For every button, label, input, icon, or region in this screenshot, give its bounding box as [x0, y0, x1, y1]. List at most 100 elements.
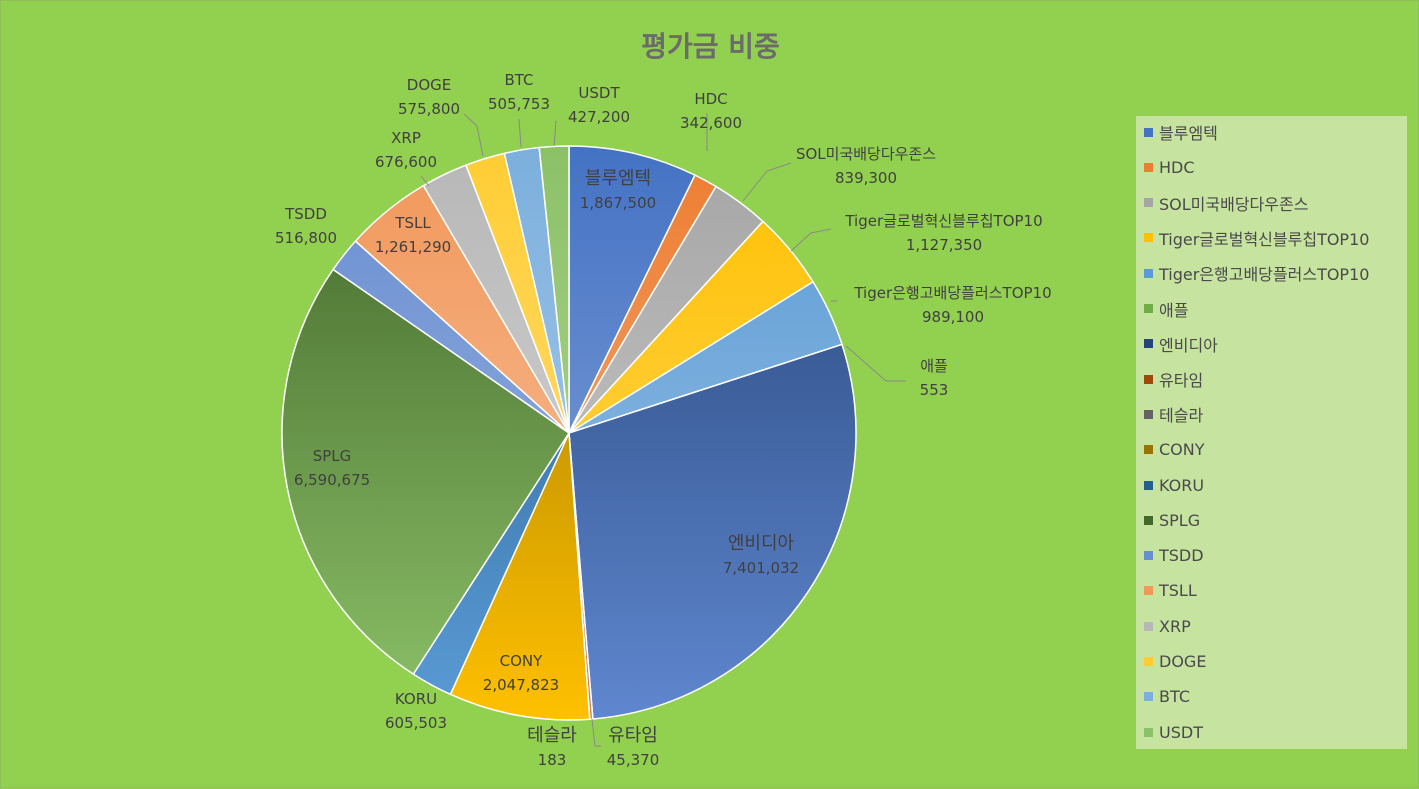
- legend-label: 엔비디아: [1159, 335, 1218, 355]
- slice-label-value: 1,127,350: [906, 236, 982, 254]
- legend-swatch: [1144, 515, 1153, 525]
- leader-line: [553, 120, 557, 147]
- slice-label-value: 427,200: [568, 108, 630, 126]
- legend-label: TSDD: [1159, 546, 1204, 566]
- leader-line: [742, 162, 792, 202]
- slice-label-name: DOGE: [407, 76, 451, 94]
- slice-label-value: 839,300: [835, 169, 897, 187]
- legend-item: KORU: [1144, 473, 1204, 497]
- leader-line: [845, 345, 906, 382]
- legend-item: 애플: [1144, 297, 1188, 321]
- slice-label-name: KORU: [395, 690, 437, 708]
- slice-label-name: 애플: [920, 357, 948, 375]
- leader-line: [790, 228, 832, 252]
- slice-label-name: SOL미국배당다우존스: [796, 145, 936, 163]
- slice-label-value: 1,867,500: [580, 194, 656, 212]
- legend-label: 테슬라: [1159, 406, 1204, 426]
- slice-label-value: 553: [920, 381, 949, 399]
- slice-label-name: 블루엠텍: [585, 168, 651, 189]
- legend-item: CONY: [1144, 438, 1205, 462]
- leader-line: [518, 118, 522, 148]
- legend-label: BTC: [1159, 687, 1190, 707]
- legend-label: CONY: [1159, 440, 1205, 460]
- slice-label-name: SPLG: [313, 447, 352, 465]
- pie-slice-SPLG: [281, 268, 571, 676]
- legend-swatch: [1144, 621, 1153, 631]
- slice-label-value: 45,370: [607, 751, 660, 769]
- slice-label-value: 7,401,032: [723, 559, 799, 577]
- slice-label-value: 2,047,823: [483, 676, 559, 694]
- slice-label-name: 유타임: [608, 725, 658, 746]
- slice-label-value: 342,600: [680, 114, 742, 132]
- slice-label-name: TSDD: [284, 205, 327, 223]
- slice-label-value: 505,753: [488, 95, 550, 113]
- legend-swatch: [1144, 692, 1153, 702]
- legend-swatch: [1144, 409, 1153, 419]
- leader-line: [591, 718, 601, 747]
- legend-swatch: [1144, 304, 1153, 313]
- slice-label-name: BTC: [504, 71, 533, 89]
- legend-label: SOL미국배당다우존스: [1159, 194, 1309, 214]
- legend-swatch: [1144, 727, 1153, 737]
- slice-label-value: 183: [538, 751, 567, 769]
- legend-item: 블루엠텍: [1144, 120, 1218, 144]
- legend-label: XRP: [1159, 616, 1191, 636]
- legend-label: Tiger은행고배당플러스TOP10: [1159, 265, 1370, 285]
- legend-label: KORU: [1159, 475, 1205, 495]
- slice-label-name: TSLL: [394, 214, 431, 232]
- legend-swatch: [1144, 445, 1153, 455]
- legend-swatch: [1144, 480, 1153, 490]
- legend-swatch: [1144, 374, 1153, 384]
- legend-label: DOGE: [1159, 652, 1207, 671]
- legend-label: SPLG: [1159, 510, 1201, 530]
- slice-label-name: 테슬라: [527, 725, 577, 746]
- legend-item: BTC: [1144, 685, 1190, 709]
- slice-label-name: HDC: [694, 90, 727, 108]
- legend-swatch: [1144, 233, 1153, 243]
- legend-item: 유타임: [1144, 367, 1203, 391]
- pie-slice-USDT: [538, 145, 570, 434]
- slice-label-name: 엔비디아: [728, 533, 795, 554]
- legend-label: 유타임: [1159, 371, 1204, 391]
- legend-item: Tiger은행고배당플러스TOP10: [1144, 261, 1369, 285]
- legend-item: USDT: [1144, 720, 1203, 744]
- slice-label-name: USDT: [578, 84, 620, 102]
- legend-item: 테슬라: [1144, 402, 1203, 426]
- legend-item: TSDD: [1144, 544, 1204, 568]
- legend-swatch: [1144, 339, 1153, 349]
- legend-item: DOGE: [1144, 650, 1206, 674]
- pie-slice-엔비디아: [568, 343, 857, 720]
- legend-item: 엔비디아: [1144, 332, 1218, 356]
- slice-label-name: XRP: [391, 129, 421, 147]
- legend-label: Tiger글로벌혁신블루칩TOP10: [1159, 229, 1370, 249]
- slice-label-value: 989,100: [922, 308, 984, 326]
- leader-line: [420, 175, 430, 187]
- slice-label-value: 575,800: [398, 100, 460, 118]
- slice-label-name: Tiger글로벌혁신블루칩TOP10: [844, 212, 1042, 230]
- legend-item: SOL미국배당다우존스: [1144, 191, 1308, 215]
- legend-label: 블루엠텍: [1159, 124, 1218, 143]
- legend-item: XRP: [1144, 614, 1191, 638]
- slice-label-value: 516,800: [275, 229, 337, 247]
- legend-label: TSLL: [1159, 581, 1197, 601]
- legend-swatch: [1144, 162, 1153, 172]
- legend-item: SPLG: [1144, 508, 1200, 532]
- legend-item: Tiger글로벌혁신블루칩TOP10: [1144, 226, 1369, 250]
- legend-swatch: [1144, 268, 1153, 278]
- legend-label: USDT: [1159, 722, 1203, 742]
- legend-swatch: [1144, 586, 1153, 596]
- legend-item: TSLL: [1144, 579, 1197, 603]
- pie-slice-CONY: [449, 432, 591, 721]
- slice-label-value: 605,503: [385, 714, 447, 732]
- chart-title: 평가금 비중: [641, 30, 780, 63]
- legend-swatch: [1144, 551, 1153, 561]
- pie-slice-블루엠텍: [568, 145, 696, 434]
- legend-swatch: [1144, 657, 1153, 666]
- legend-label: HDC: [1159, 157, 1195, 177]
- legend-swatch: [1144, 127, 1153, 137]
- legend: 블루엠텍 HDC SOL미국배당다우존스 Tiger글로벌혁신블루칩TOP10 Tige…: [1136, 116, 1407, 749]
- slice-label-value: 676,600: [375, 153, 437, 171]
- legend-item: HDC: [1144, 155, 1195, 179]
